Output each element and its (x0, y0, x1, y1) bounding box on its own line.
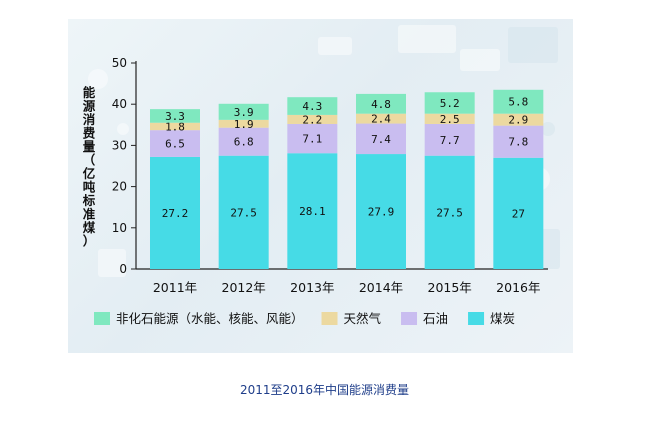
x-tick-label: 2011年 (153, 280, 197, 295)
legend-label: 石油 (423, 311, 448, 326)
y-tick-label: 50 (112, 56, 127, 70)
bars: 27.2 6.5 1.83.3 2011年 27.5 6.8 1.93.9 2012年 28.1… (150, 89, 544, 295)
x-tick-label: 2014年 (359, 280, 403, 295)
legend-label: 非化石能源（水能、核能、风能） (116, 311, 304, 326)
bar-segment (287, 123, 338, 154)
chart-figure: 0 10 20 30 40 50 能源消费量（亿吨标准煤） 27.2 6.5 1.8 3.3 201… (68, 19, 573, 353)
data-label: 7.8 (508, 136, 528, 149)
data-label: 7.7 (440, 134, 460, 147)
bar-segment (150, 122, 200, 131)
data-label: 4.3 (302, 100, 322, 113)
bar-segment (218, 127, 269, 156)
data-label: 1.8 (165, 120, 185, 133)
data-label: 6.5 (165, 138, 185, 151)
data-label: 6.8 (234, 136, 254, 149)
data-label: 2.9 (508, 114, 528, 127)
legend: 非化石能源（水能、核能、风能） 天然气 石油 煤炭 (94, 311, 515, 326)
bar-segment (424, 123, 475, 156)
y-axis-label: 能源消费量（亿吨标准煤） (82, 85, 96, 249)
data-label: 27.5 (436, 206, 463, 219)
bar-segment (287, 97, 338, 115)
legend-swatch (94, 312, 110, 325)
data-label: 2.4 (371, 113, 391, 126)
data-label: 27.2 (162, 207, 189, 220)
data-label: 4.8 (371, 98, 391, 111)
bar-segment (218, 103, 269, 120)
bar-segment (356, 113, 406, 124)
data-label: 27 (512, 207, 525, 220)
bar-segment (493, 89, 544, 114)
data-label: 27.5 (230, 206, 257, 219)
data-label: 28.1 (299, 205, 326, 218)
y-tick-label: 20 (112, 180, 127, 194)
legend-swatch (321, 312, 338, 325)
x-tick-label: 2013年 (290, 280, 334, 295)
bar-segment (218, 155, 269, 269)
legend-label: 煤炭 (490, 311, 515, 326)
bar-segment (356, 154, 406, 269)
bar-segment (150, 130, 200, 157)
data-label: 7.4 (371, 133, 391, 146)
data-label: 5.2 (440, 97, 460, 110)
axes: 0 10 20 30 40 50 能源消费量（亿吨标准煤） (82, 56, 548, 276)
x-tick-label: 2012年 (222, 280, 266, 295)
figure-caption: 2011至2016年中国能源消费量 (239, 383, 410, 397)
bar-segment (218, 119, 269, 128)
legend-label: 天然气 (344, 311, 382, 326)
bar-segment (424, 155, 475, 269)
data-label: 1.9 (234, 118, 254, 131)
bar-segment (356, 123, 406, 155)
data-label: 3.9 (234, 106, 254, 119)
bar-segment (287, 114, 338, 124)
data-label: 7.1 (302, 133, 322, 146)
data-label: 2.5 (440, 113, 460, 126)
bar-segment (424, 113, 475, 124)
bar-segment (493, 157, 544, 269)
data-label: 3.3 (165, 110, 185, 123)
x-tick-label: 2015年 (428, 280, 472, 295)
data-label: 5.8 (508, 96, 528, 109)
x-tick-label: 2016年 (496, 280, 540, 295)
y-tick-label: 0 (119, 262, 127, 276)
data-label: 2.2 (302, 113, 322, 126)
bar-segment (493, 113, 544, 126)
bar-segment (424, 92, 475, 114)
energy-consumption-chart: 0 10 20 30 40 50 能源消费量（亿吨标准煤） 27.2 6.5 1.83.3 201… (82, 25, 560, 326)
y-tick-label: 40 (112, 97, 127, 111)
bar-segment (150, 156, 200, 269)
bar-segment (150, 109, 200, 123)
legend-swatch (468, 312, 485, 325)
data-label: 27.9 (368, 206, 395, 219)
bar-segment (493, 125, 544, 158)
bar-segment (287, 153, 338, 269)
y-tick-label: 30 (112, 138, 127, 152)
bar-segment (356, 93, 406, 114)
y-tick-label: 10 (112, 221, 127, 235)
legend-swatch (401, 312, 418, 325)
